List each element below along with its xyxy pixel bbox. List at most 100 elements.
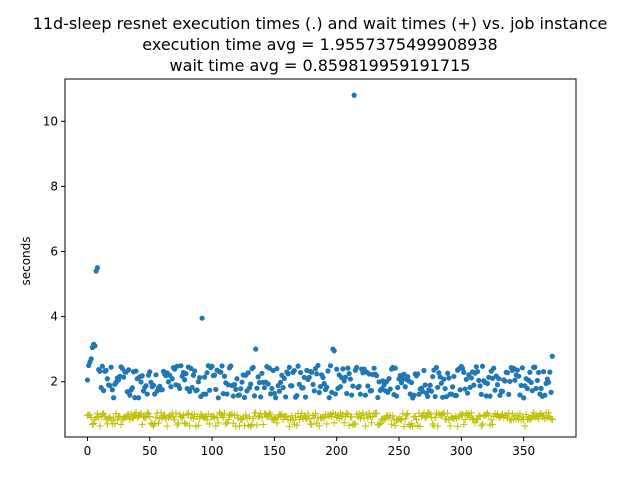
execution-time-point (334, 366, 340, 372)
wait-time-point (242, 411, 250, 419)
execution-time-point (302, 394, 309, 400)
wait-time-point (460, 421, 468, 429)
wait-time-point (444, 409, 452, 417)
plot-area: 0 50 100 150 200 250 300 350 2 4 6 8 10 (43, 78, 577, 458)
execution-time-point (317, 383, 324, 390)
execution-time-point (457, 387, 463, 393)
wait-time-point (142, 414, 150, 422)
execution-time-point (120, 374, 127, 380)
wait-time-point (422, 413, 430, 421)
wait-time-point (179, 411, 187, 419)
execution-time-point (320, 374, 326, 381)
y-tick-label: 2 (50, 375, 58, 389)
execution-time-point (342, 374, 349, 380)
execution-time-point (245, 370, 251, 376)
execution-time-point (104, 376, 110, 382)
execution-time-point (350, 383, 356, 389)
execution-time-point (451, 373, 457, 380)
execution-time-point (536, 369, 542, 376)
wait-time-point (389, 412, 397, 420)
wait-time-point (369, 413, 377, 421)
wait-time-point (163, 422, 171, 430)
execution-time-point (195, 379, 201, 385)
execution-time-point (506, 391, 512, 397)
execution-time-point (133, 368, 139, 374)
wait-time-point (488, 420, 496, 428)
execution-time-point (230, 393, 236, 399)
execution-time-point (296, 381, 302, 387)
execution-time-point (428, 388, 435, 394)
execution-time-point (453, 392, 459, 399)
wait-time-point (186, 422, 194, 430)
wait-time-point (323, 420, 331, 428)
wait-time-point (373, 409, 381, 417)
execution-time-point (274, 366, 280, 372)
execution-time-point (499, 388, 506, 394)
execution-time-point (441, 376, 447, 382)
execution-time-point (387, 386, 393, 392)
wait-time-point (530, 409, 538, 417)
execution-time-point (215, 395, 221, 401)
execution-time-point (108, 364, 114, 370)
wait-time-point (283, 413, 291, 421)
wait-time-point (249, 415, 257, 423)
execution-time-point (476, 377, 482, 384)
execution-time-point (542, 392, 548, 398)
execution-time-point (289, 383, 295, 389)
x-tick-label: 200 (325, 444, 348, 458)
execution-time-point (427, 382, 433, 388)
execution-time-point (213, 386, 219, 393)
execution-time-point (258, 394, 264, 400)
wait-time-point (304, 410, 312, 418)
execution-time-point (271, 390, 277, 396)
execution-time-point (326, 395, 332, 401)
execution-time-point (521, 395, 527, 401)
execution-time-point (327, 363, 334, 369)
wait-time-point (320, 414, 328, 422)
wait-time-point (90, 420, 98, 428)
execution-time-point (294, 393, 300, 399)
execution-time-point (169, 376, 175, 382)
wait-time-point (340, 419, 348, 427)
wait-time-point (96, 422, 104, 430)
execution-time-point (347, 376, 354, 382)
execution-time-point (144, 391, 150, 397)
execution-time-point (432, 393, 438, 400)
execution-time-point (325, 368, 331, 374)
execution-time-point (528, 379, 534, 386)
y-axis-label: seconds (19, 236, 33, 285)
execution-time-point (362, 392, 368, 398)
execution-time-point (201, 374, 208, 380)
wait-time-point (302, 414, 310, 422)
execution-time-point (519, 365, 526, 371)
wait-time-point (182, 420, 190, 428)
execution-time-point (398, 380, 405, 386)
execution-time-point (527, 369, 533, 375)
y-tick-label: 6 (50, 244, 58, 258)
wait-time-point (547, 415, 555, 423)
wait-time-point (359, 409, 367, 417)
execution-time-point (354, 364, 360, 371)
wait-time-point (375, 420, 383, 428)
execution-time-point (197, 374, 203, 381)
wait-time-point (505, 409, 513, 417)
wait-time-point (396, 415, 404, 423)
execution-time-point (168, 384, 174, 390)
execution-time-point (478, 391, 484, 397)
execution-time-point (324, 384, 330, 390)
wait-time-point (293, 421, 301, 429)
execution-time-point (189, 384, 195, 391)
execution-time-point (349, 392, 355, 398)
execution-time-point (97, 368, 103, 374)
wait-time-point (219, 413, 227, 421)
wait-time-point (312, 410, 320, 418)
execution-time-point (408, 379, 415, 386)
execution-time-point (395, 384, 401, 391)
wait-time-point (469, 415, 477, 423)
chart-title-line-1: 11d-sleep resnet execution times (.) and… (33, 14, 608, 33)
execution-time-point (494, 382, 501, 388)
execution-time-point (109, 387, 115, 393)
execution-time-point (540, 369, 547, 375)
execution-time-point (103, 367, 109, 373)
execution-time-point (309, 369, 315, 375)
